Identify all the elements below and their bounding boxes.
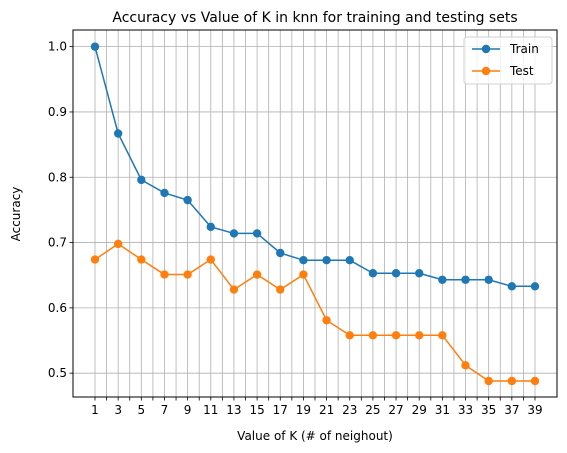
data-point-train <box>299 255 308 265</box>
data-point-train <box>229 229 239 238</box>
data-point-test <box>113 239 123 249</box>
data-point-train <box>183 195 192 205</box>
y-tick-label: 1.0 <box>48 40 67 54</box>
y-tick-label: 0.7 <box>48 236 67 250</box>
data-point-test <box>368 331 378 340</box>
x-tick-label: 19 <box>296 403 311 417</box>
x-tick-label: 37 <box>504 403 519 417</box>
x-tick-label: 31 <box>435 403 450 417</box>
x-tick-label: 25 <box>365 403 380 417</box>
data-point-test <box>299 270 308 279</box>
x-tick-label: 3 <box>114 403 122 417</box>
data-point-test <box>415 331 424 340</box>
x-tick-label: 33 <box>458 403 473 417</box>
x-tick-label: 35 <box>481 403 496 417</box>
data-point-train <box>415 269 424 278</box>
data-point-train <box>461 275 470 284</box>
plot-frame <box>72 29 558 398</box>
data-point-test <box>484 376 493 386</box>
data-point-train <box>113 129 123 138</box>
x-tick-label: 39 <box>527 403 542 417</box>
legend-marker-train <box>481 44 491 54</box>
x-tick-label: 15 <box>249 403 264 417</box>
data-series <box>90 42 540 386</box>
x-tick-label: 21 <box>319 403 334 417</box>
data-point-test <box>345 331 354 340</box>
data-point-train <box>345 255 354 265</box>
data-point-test <box>252 270 262 279</box>
x-tick-label: 13 <box>226 403 241 417</box>
x-axis-label: Value of K (# of neighout) <box>237 429 393 443</box>
data-point-train <box>252 229 262 238</box>
axis-ticks: 0.50.60.70.80.91.01 3 5 7 9 11 13 15 17 19 21 23 25 2… <box>48 40 543 417</box>
y-tick-label: 0.9 <box>48 105 67 119</box>
data-point-train <box>438 275 447 284</box>
y-tick-label: 0.8 <box>48 170 67 184</box>
x-tick-label: 27 <box>388 403 403 417</box>
y-tick-label: 0.6 <box>48 301 67 315</box>
data-point-test <box>137 255 146 264</box>
data-point-test <box>391 331 401 340</box>
data-point-test <box>438 331 447 340</box>
data-point-test <box>206 255 215 264</box>
legend-label-test: Test <box>509 64 534 78</box>
data-point-train <box>137 175 146 185</box>
data-point-train <box>90 42 100 51</box>
data-point-test <box>507 376 517 386</box>
data-point-train <box>507 282 517 291</box>
x-tick-label: 7 <box>161 403 169 417</box>
x-tick-label: 5 <box>137 403 145 417</box>
grid-lines <box>73 30 557 397</box>
chart-title: Accuracy vs Value of K in knn for traini… <box>112 10 517 26</box>
data-point-train <box>322 255 331 265</box>
data-point-test <box>530 376 540 386</box>
data-point-test <box>229 285 239 294</box>
data-point-train <box>276 248 285 258</box>
x-tick-label: 9 <box>184 403 192 417</box>
data-point-test <box>160 270 169 279</box>
x-tick-label: 29 <box>412 403 427 417</box>
data-point-test <box>322 316 331 325</box>
legend-label-train: Train <box>509 42 539 56</box>
x-tick-label: 23 <box>342 403 357 417</box>
data-point-test <box>90 255 100 264</box>
legend-box <box>463 36 553 85</box>
y-axis-label: Accuracy <box>9 187 23 242</box>
data-point-test <box>461 361 470 370</box>
data-point-test <box>276 285 285 294</box>
data-point-test <box>183 270 192 279</box>
data-point-train <box>368 269 378 278</box>
x-tick-label: 17 <box>273 403 288 417</box>
legend-marker-test <box>481 66 491 76</box>
x-tick-label: 11 <box>203 403 218 417</box>
x-tick-label: 1 <box>91 403 99 417</box>
y-tick-label: 0.5 <box>48 366 67 380</box>
data-point-train <box>484 275 493 284</box>
data-point-train <box>391 269 401 278</box>
data-point-train <box>206 222 215 232</box>
data-point-train <box>530 282 540 291</box>
legend: Train Test <box>463 36 553 85</box>
data-point-train <box>160 188 169 198</box>
